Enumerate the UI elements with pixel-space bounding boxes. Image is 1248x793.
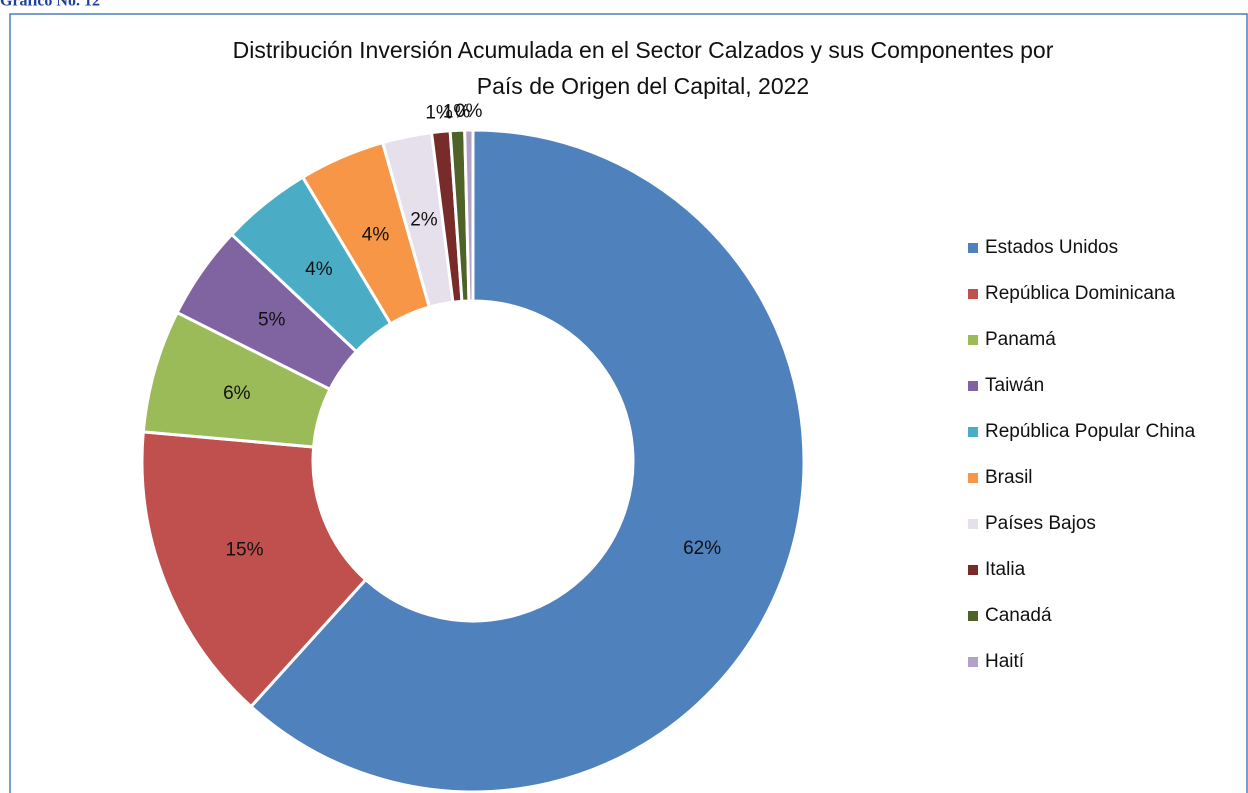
data-label: 5% (258, 309, 286, 330)
legend-swatch (968, 427, 978, 437)
legend-label: Brasil (985, 467, 1033, 488)
data-label: 6% (223, 383, 251, 404)
legend-label: Taiwán (985, 375, 1044, 396)
slice (248, 128, 806, 793)
legend-label: Italia (985, 559, 1026, 580)
legend-label: Países Bajos (985, 513, 1096, 534)
legend-label: Haití (985, 651, 1025, 672)
legend-swatch (968, 381, 978, 391)
legend-swatch (968, 657, 978, 667)
chart-title: Distribución Inversión Acumulada en el S… (233, 37, 1054, 99)
legend-swatch (968, 473, 978, 483)
data-label: 62% (683, 538, 721, 559)
legend-label: Panamá (985, 329, 1056, 350)
slice (463, 128, 475, 303)
legend-label: Canadá (985, 605, 1052, 626)
legend-label: República Popular China (985, 421, 1196, 442)
data-label: 1% (443, 101, 471, 122)
legend-swatch (968, 565, 978, 575)
legend-swatch (968, 289, 978, 299)
legend-label: Estados Unidos (985, 237, 1118, 258)
legend-swatch (968, 243, 978, 253)
legend-swatch (968, 611, 978, 621)
data-label: 0% (455, 101, 483, 122)
legend-swatch (968, 519, 978, 529)
data-label: 4% (362, 225, 390, 246)
legend-label: República Dominicana (985, 283, 1176, 304)
data-label: 15% (225, 540, 263, 561)
data-label: 1% (425, 103, 453, 124)
slice (140, 430, 368, 709)
data-label: 4% (305, 259, 333, 280)
header: Gráfico No. 12 (0, 0, 100, 10)
data-label: 2% (410, 209, 438, 230)
frame (9, 13, 1248, 793)
legend-swatch (968, 335, 978, 345)
